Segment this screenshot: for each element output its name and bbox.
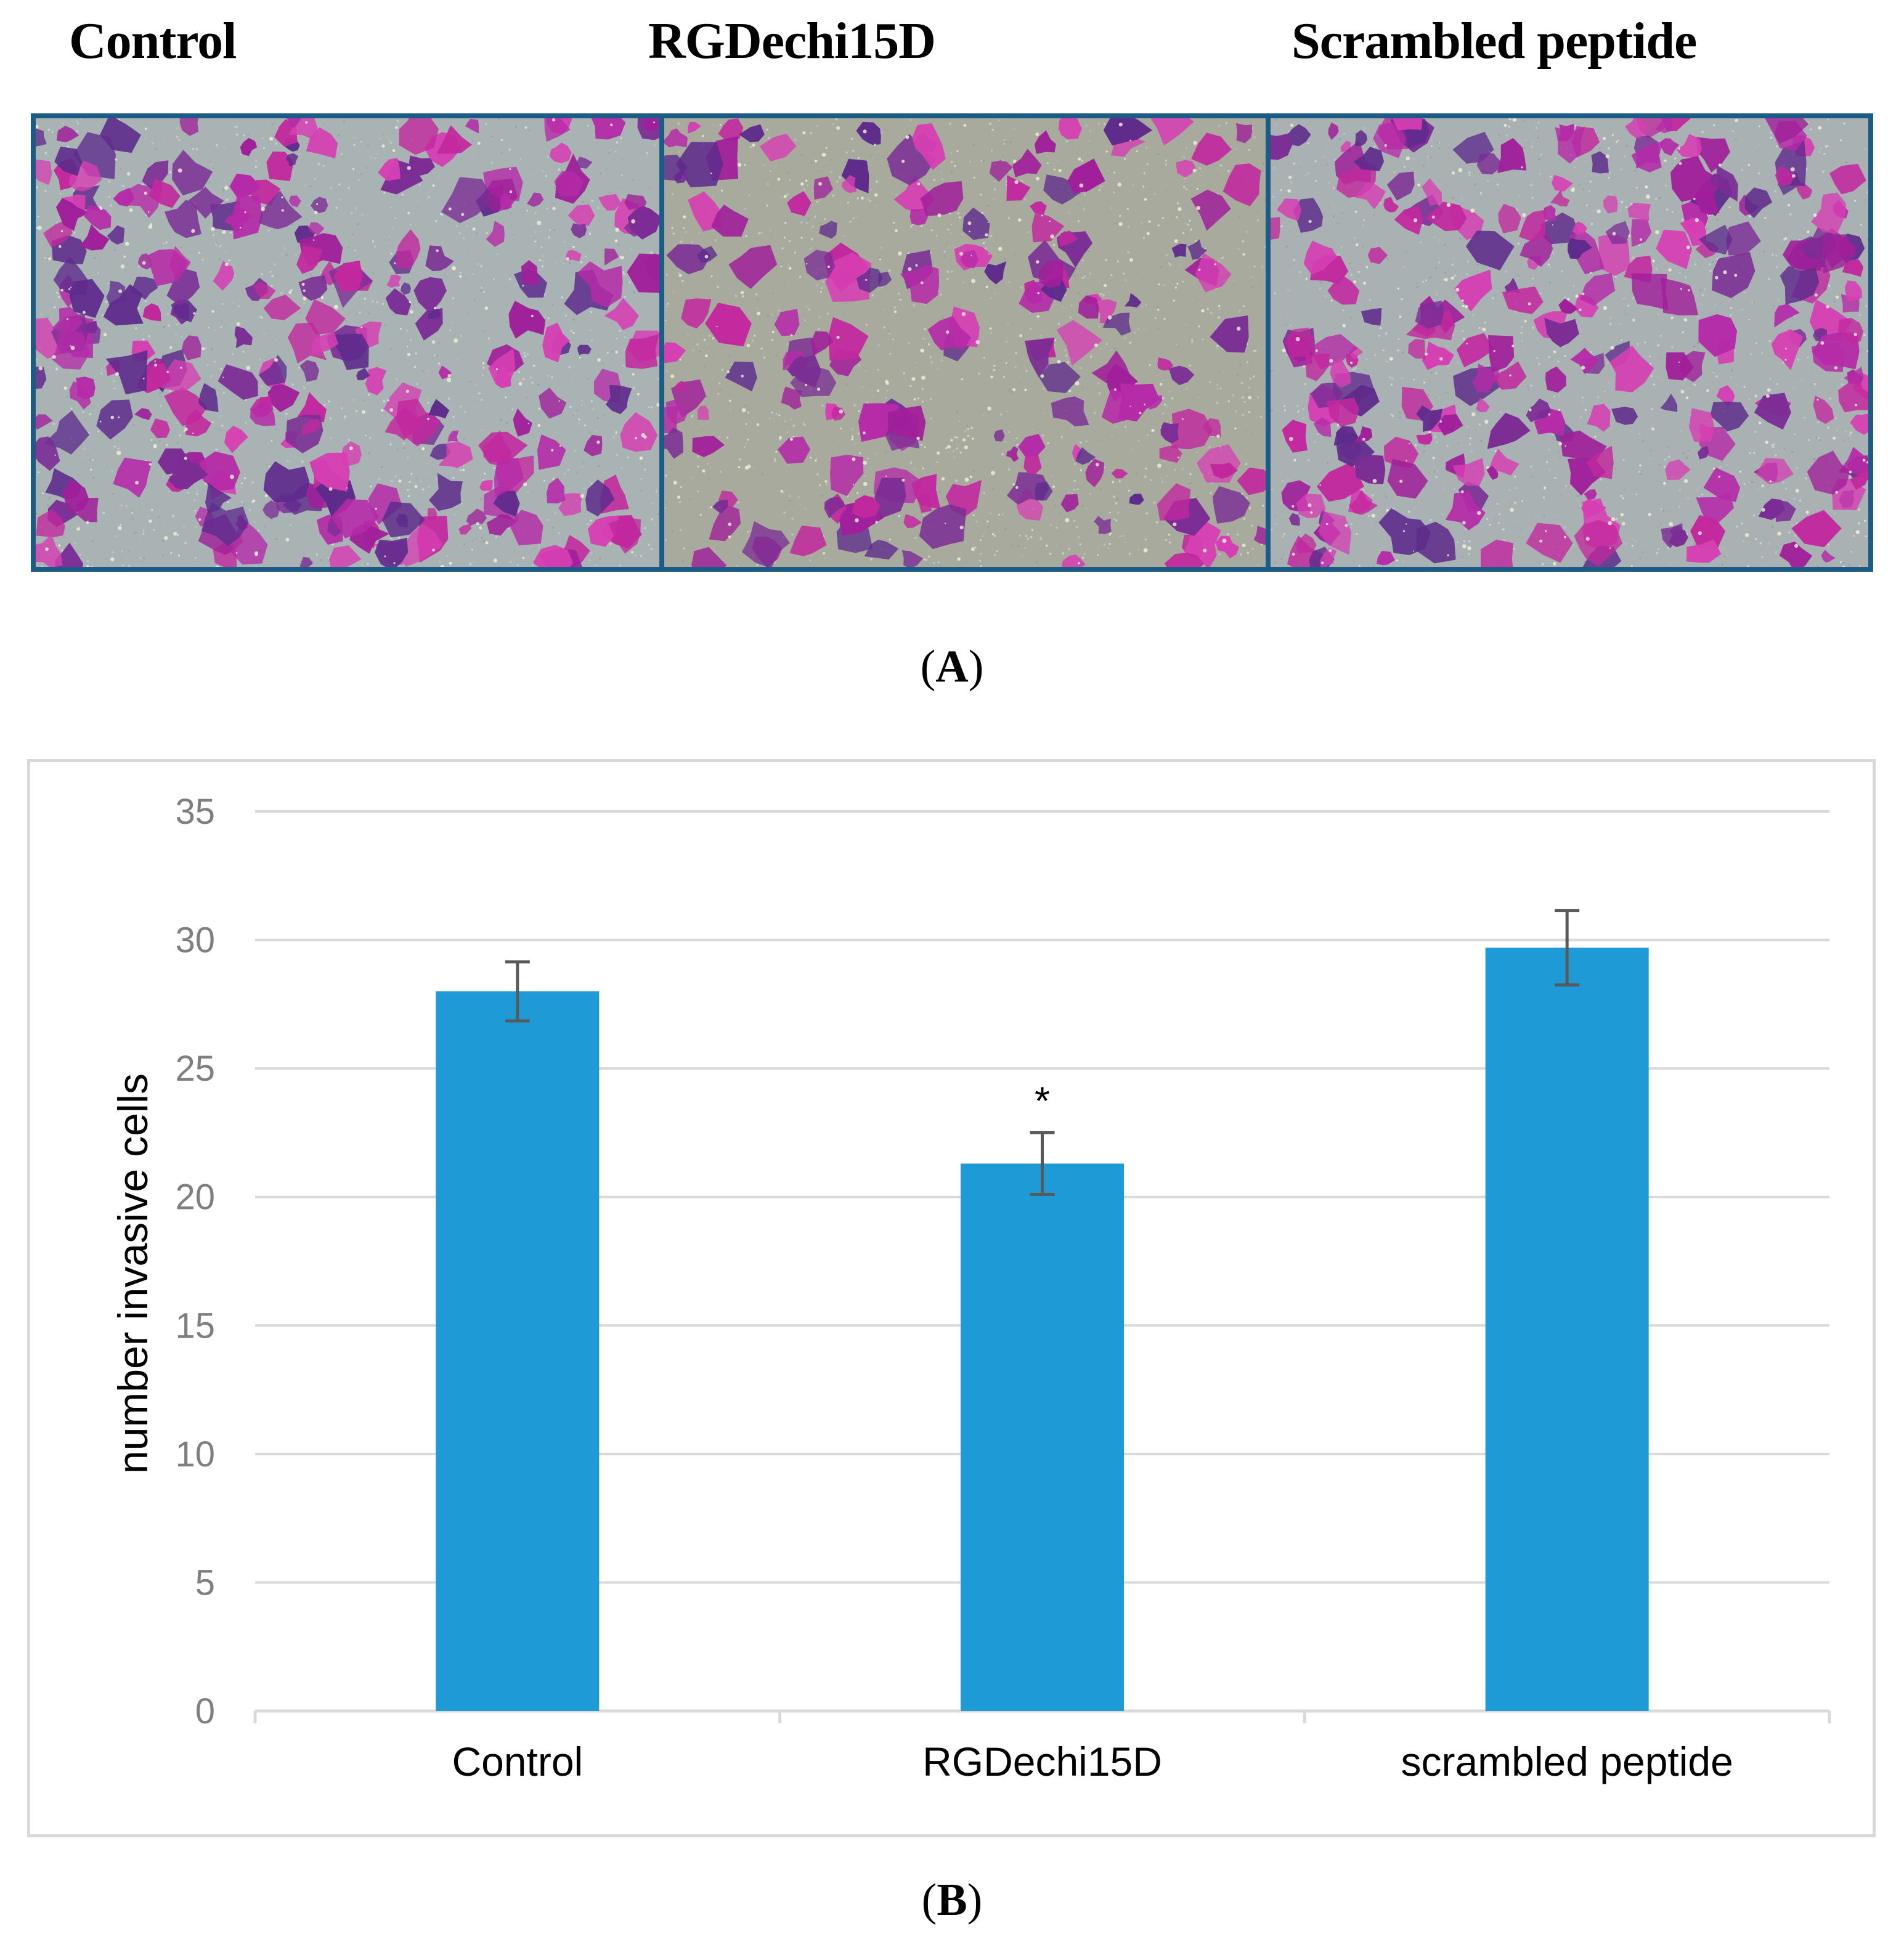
- panel-label-scrambled: Scrambled peptide: [1292, 12, 1697, 70]
- light-highlights: [665, 123, 1262, 565]
- micrograph-divider: [659, 118, 664, 567]
- y-tick-label: 10: [175, 1434, 215, 1474]
- x-category-label: RGDechi15D: [922, 1739, 1162, 1784]
- micrograph-rgdechi15d-image: [664, 118, 1266, 567]
- y-tick-label: 20: [175, 1177, 215, 1217]
- light-highlights: [36, 118, 659, 567]
- micrograph-scrambled-image: [1271, 118, 1868, 567]
- panel-label-rgdechi15d: RGDechi15D: [648, 12, 936, 70]
- figure-caption-a: (A): [829, 641, 1075, 693]
- bar-2: [1485, 948, 1649, 1711]
- y-tick-label: 35: [175, 792, 215, 832]
- y-axis-label: number invasive cells: [110, 1073, 157, 1474]
- caption-paren-open: (: [921, 1875, 937, 1925]
- error-bar-2: [1555, 909, 1580, 987]
- error-bar-1: [1030, 1131, 1055, 1197]
- stained-cells: [36, 118, 659, 567]
- caption-paren-close: ): [968, 641, 984, 692]
- error-bar-0: [505, 960, 530, 1023]
- significance-marker: *: [1035, 1078, 1050, 1123]
- caption-paren-close: ): [967, 1875, 983, 1925]
- caption-letter: A: [935, 641, 969, 692]
- y-tick-label: 15: [175, 1306, 215, 1346]
- y-tick-label: 0: [195, 1691, 215, 1731]
- micrograph-control-image: [36, 118, 659, 567]
- figure-caption-b: (B): [829, 1874, 1075, 1927]
- stained-cells: [1271, 118, 1868, 567]
- stained-cells: [664, 118, 1266, 567]
- bar-chart: 0 5 10 15 20 25 30 35 Control * RGDechi15D scramble…: [110, 792, 1831, 1784]
- panel-label-control: Control: [69, 12, 237, 70]
- caption-letter: B: [937, 1875, 967, 1925]
- x-category-label: Control: [452, 1739, 583, 1784]
- caption-paren-open: (: [920, 641, 936, 692]
- x-category-label: scrambled peptide: [1401, 1739, 1733, 1784]
- micrograph-rgdechi15d: [664, 118, 1266, 567]
- micrograph-control: [36, 118, 659, 567]
- y-tick-label: 30: [175, 921, 215, 961]
- bar-1: [961, 1163, 1124, 1711]
- micrograph-scrambled: [1271, 118, 1868, 567]
- bar-0: [436, 991, 600, 1711]
- micrograph-strip: [31, 113, 1873, 572]
- light-highlights: [1282, 118, 1868, 567]
- y-tick-label: 25: [175, 1049, 215, 1089]
- y-tick-label: 5: [195, 1563, 215, 1603]
- chart-frame: 0 5 10 15 20 25 30 35 Control * RGDechi15D scramble…: [27, 759, 1876, 1837]
- micrograph-divider: [1266, 118, 1271, 567]
